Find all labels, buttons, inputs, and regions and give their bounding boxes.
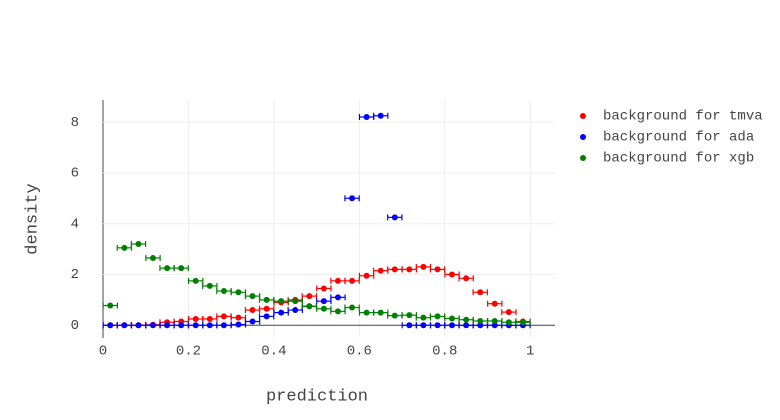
point bbox=[377, 309, 384, 316]
point bbox=[306, 303, 313, 310]
point bbox=[292, 307, 299, 314]
point bbox=[235, 321, 242, 328]
point bbox=[192, 277, 199, 284]
point bbox=[149, 254, 156, 261]
point bbox=[249, 318, 256, 325]
y-tick-label: 6 bbox=[71, 166, 79, 182]
point bbox=[519, 319, 526, 326]
point bbox=[406, 322, 413, 329]
legend-label: background for ada bbox=[603, 130, 754, 146]
point bbox=[149, 322, 156, 329]
point bbox=[178, 265, 185, 272]
point bbox=[434, 266, 441, 273]
point bbox=[178, 322, 185, 329]
point bbox=[491, 317, 498, 324]
point bbox=[391, 312, 398, 319]
y-tick-label: 8 bbox=[71, 115, 79, 131]
point bbox=[278, 298, 285, 305]
point bbox=[477, 289, 484, 296]
legend-marker bbox=[580, 155, 586, 161]
x-tick-label: 0.6 bbox=[347, 344, 372, 360]
point bbox=[349, 304, 356, 311]
point bbox=[107, 302, 114, 309]
point bbox=[135, 322, 142, 329]
point bbox=[391, 266, 398, 273]
x-tick-label: 0.2 bbox=[176, 344, 201, 360]
point bbox=[249, 307, 256, 314]
legend-marker bbox=[580, 134, 586, 140]
point bbox=[449, 322, 456, 329]
legend-marker bbox=[580, 113, 586, 119]
point bbox=[235, 314, 242, 321]
x-tick-label: 1 bbox=[526, 344, 534, 360]
x-axis-title: prediction bbox=[266, 387, 368, 406]
point bbox=[334, 308, 341, 315]
point bbox=[121, 244, 128, 251]
y-axis-title: density bbox=[23, 183, 42, 254]
point bbox=[263, 305, 270, 312]
point bbox=[463, 316, 470, 323]
point bbox=[463, 275, 470, 282]
point bbox=[164, 322, 171, 329]
point bbox=[206, 322, 213, 329]
point bbox=[477, 322, 484, 329]
point bbox=[491, 322, 498, 329]
point bbox=[220, 322, 227, 329]
point bbox=[391, 214, 398, 221]
y-tick-label: 0 bbox=[71, 318, 79, 334]
point bbox=[192, 315, 199, 322]
point bbox=[363, 309, 370, 316]
x-tick-label: 0 bbox=[99, 344, 107, 360]
point bbox=[320, 285, 327, 292]
point bbox=[505, 309, 512, 316]
point bbox=[334, 294, 341, 301]
point bbox=[434, 322, 441, 329]
point bbox=[334, 277, 341, 284]
point bbox=[363, 272, 370, 279]
point bbox=[477, 317, 484, 324]
point bbox=[420, 322, 427, 329]
legend-label: background for tmva bbox=[603, 109, 763, 125]
point bbox=[320, 305, 327, 312]
point bbox=[406, 312, 413, 319]
point bbox=[377, 267, 384, 274]
point bbox=[292, 298, 299, 305]
legend-label: background for xgb bbox=[603, 151, 754, 167]
point bbox=[306, 293, 313, 300]
point bbox=[220, 288, 227, 295]
point bbox=[164, 265, 171, 272]
point bbox=[121, 322, 128, 329]
point bbox=[235, 289, 242, 296]
point bbox=[263, 296, 270, 303]
point bbox=[449, 271, 456, 278]
point bbox=[349, 277, 356, 284]
point bbox=[278, 309, 285, 316]
point bbox=[206, 315, 213, 322]
point bbox=[363, 114, 370, 121]
point bbox=[192, 322, 199, 329]
point bbox=[220, 313, 227, 320]
y-tick-label: 2 bbox=[71, 267, 79, 283]
point bbox=[406, 266, 413, 273]
point bbox=[263, 313, 270, 320]
point bbox=[249, 293, 256, 300]
point bbox=[463, 322, 470, 329]
point bbox=[135, 241, 142, 248]
point bbox=[107, 322, 114, 329]
point bbox=[420, 314, 427, 321]
point bbox=[349, 195, 356, 202]
x-tick-label: 0.8 bbox=[432, 344, 457, 360]
y-tick-label: 4 bbox=[71, 216, 79, 232]
point bbox=[377, 112, 384, 119]
point bbox=[491, 300, 498, 307]
point bbox=[206, 282, 213, 289]
point bbox=[505, 319, 512, 326]
point bbox=[434, 313, 441, 320]
point bbox=[320, 298, 327, 305]
point bbox=[420, 263, 427, 270]
point bbox=[449, 315, 456, 322]
x-tick-label: 0.4 bbox=[261, 344, 286, 360]
